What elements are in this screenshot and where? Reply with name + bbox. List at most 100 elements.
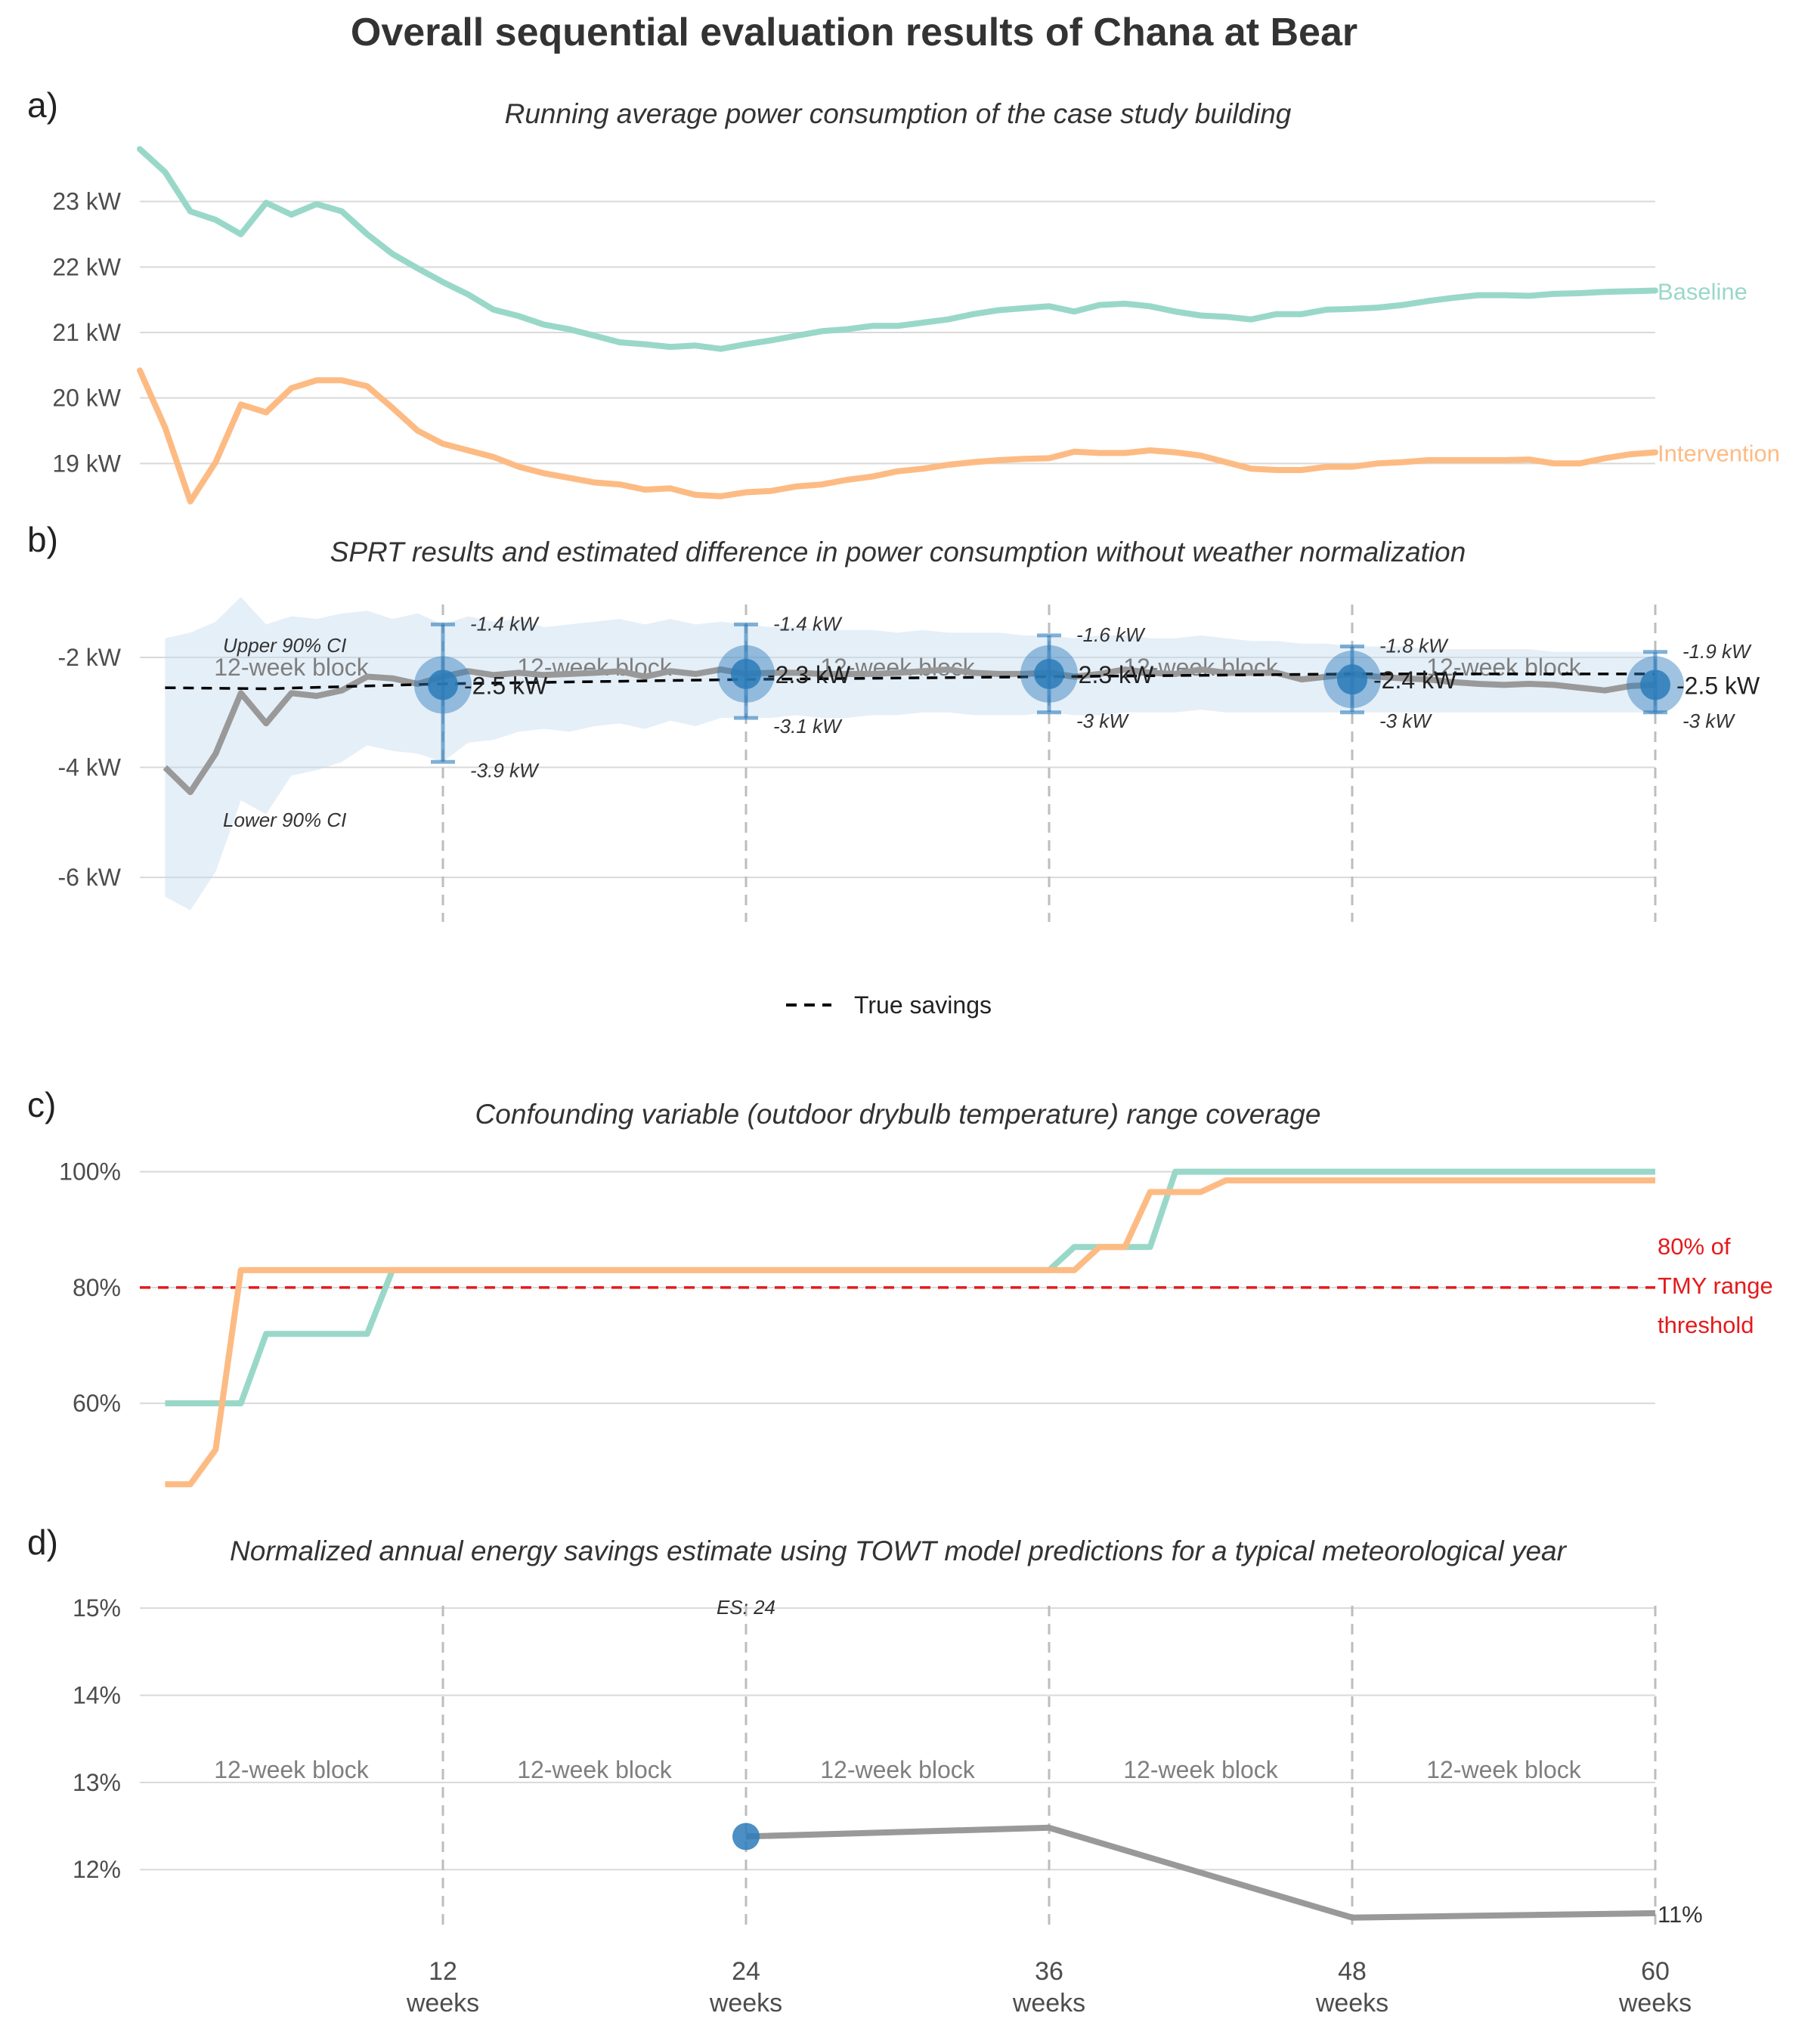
panel-b-label: b)	[27, 520, 58, 559]
checkpoint-estimate-label: -2.4 kW	[1373, 666, 1457, 694]
checkpoint-lower-label: -3.9 kW	[470, 759, 540, 781]
checkpoint-point	[1337, 664, 1367, 695]
checkpoint-lower-label: -3.1 kW	[773, 715, 843, 738]
checkpoint-upper-label: -1.6 kW	[1076, 623, 1146, 646]
checkpoint-estimate-label: -2.3 kW	[1070, 661, 1154, 688]
block-label: 12-week block	[214, 654, 370, 681]
checkpoint-upper-label: -1.8 kW	[1379, 634, 1449, 657]
panel-b-title: SPRT results and estimated difference in…	[330, 537, 1466, 567]
threshold-label: threshold	[1658, 1312, 1754, 1338]
panel-b: b) SPRT results and estimated difference…	[27, 520, 1760, 1019]
threshold-label: TMY range	[1658, 1272, 1773, 1299]
checkpoint-point	[731, 658, 761, 689]
panel-d-grid	[140, 1607, 1655, 1871]
panel-c-label: c)	[27, 1085, 56, 1124]
block-label: 12-week block	[214, 1756, 370, 1783]
panel-d-y-ticks: 12% 13% 14% 15%	[73, 1594, 121, 1883]
checkpoint-upper-label: -1.9 kW	[1682, 640, 1752, 663]
panel-a-title: Running average power consumption of the…	[505, 98, 1292, 129]
checkpoint-lower-label: -3 kW	[1076, 710, 1129, 732]
legend: True savings	[786, 991, 992, 1019]
checkpoint-upper-label: -1.4 kW	[773, 612, 843, 635]
panel-a-series-labels: Baseline Intervention	[1658, 279, 1780, 467]
estimate-line	[163, 666, 1656, 796]
panel-d-block-labels: 12-week block 12-week block 12-week block 1…	[214, 1756, 1582, 1783]
panel-a-y-ticks: 19 kW 20 kW 21 kW 22 kW 23 kW	[52, 188, 121, 478]
panel-d-series: ES: 24 11%	[717, 1596, 1703, 1928]
checkpoint-point	[1034, 658, 1064, 689]
panel-c-threshold: 80% of TMY range threshold	[140, 1233, 1773, 1338]
panel-a-y-tick-label: 20 kW	[52, 385, 121, 412]
checkpoint-point	[428, 669, 458, 700]
panel-b-y-tick-label: -2 kW	[57, 644, 121, 671]
x-tick-unit: weeks	[1012, 1989, 1085, 2018]
panel-a-label: a)	[27, 85, 58, 125]
panel-d: d) Normalized annual energy savings esti…	[27, 1523, 1703, 2018]
baseline-series-label: Baseline	[1658, 279, 1747, 305]
figure-title: Overall sequential evaluation results of…	[351, 11, 1357, 54]
lower-ci-label: Lower 90% CI	[223, 809, 346, 831]
panel-c: c) Confounding variable (outdoor drybulb…	[27, 1085, 1773, 1488]
panel-c-title: Confounding variable (outdoor drybulb te…	[475, 1099, 1321, 1130]
intervention-power-line	[137, 367, 1658, 505]
panel-a-y-tick-label: 23 kW	[52, 188, 121, 215]
x-tick-unit: weeks	[1618, 1989, 1692, 2018]
panel-a-y-tick-label: 19 kW	[52, 450, 121, 477]
panel-a-y-tick-label: 22 kW	[52, 253, 121, 280]
panel-a-y-tick-label: 21 kW	[52, 319, 121, 346]
panel-d-y-tick-label: 12%	[73, 1856, 121, 1883]
panel-b-y-tick-label: -4 kW	[57, 754, 121, 781]
x-tick-value: 48	[1338, 1957, 1367, 1986]
checkpoint-lower-label: -3 kW	[1379, 710, 1432, 732]
panel-d-y-tick-label: 14%	[73, 1681, 121, 1708]
checkpoint-lower-label: -3 kW	[1682, 710, 1735, 732]
panel-d-y-tick-label: 13%	[73, 1769, 121, 1796]
early-stop-annotation: ES: 24	[717, 1596, 775, 1619]
panel-c-y-tick-label: 80%	[73, 1274, 121, 1301]
end-value-label: 11%	[1658, 1901, 1703, 1928]
panel-b-y-ticks: -6 kW -4 kW -2 kW	[57, 644, 121, 891]
panel-c-y-tick-label: 100%	[59, 1158, 121, 1186]
upper-ci-label: Upper 90% CI	[223, 634, 346, 657]
legend-true-savings-label: True savings	[854, 991, 992, 1019]
x-tick-unit: weeks	[1315, 1989, 1388, 2018]
x-tick-value: 12	[429, 1957, 457, 1986]
panel-b-grid	[140, 657, 1655, 879]
checkpoint-point	[1640, 669, 1670, 700]
block-label: 12-week block	[517, 1756, 673, 1783]
x-tick-value: 36	[1035, 1957, 1063, 1986]
checkpoint-upper-label: -1.4 kW	[470, 612, 540, 635]
savings-line	[745, 1824, 1656, 1921]
panel-d-y-tick-label: 15%	[73, 1594, 121, 1622]
intervention-coverage-line	[165, 1177, 1655, 1488]
block-label: 12-week block	[1426, 654, 1582, 681]
checkpoint-estimate-label: -2.5 kW	[464, 672, 548, 699]
panel-a-series	[137, 146, 1658, 505]
panel-a: a) Running average power consumption of …	[27, 85, 1780, 505]
panel-d-title: Normalized annual energy savings estimat…	[230, 1535, 1568, 1566]
early-stop-point	[732, 1823, 760, 1851]
intervention-series-label: Intervention	[1658, 441, 1780, 467]
panel-c-y-ticks: 60% 80% 100%	[59, 1158, 121, 1417]
panel-b-checkpoints: -2.5 kW -1.4 kW -3.9 kW -2.3 kW -1.4 kW -3.1 …	[414, 612, 1760, 781]
block-label: 12-week block	[1426, 1756, 1582, 1783]
panel-b-y-tick-label: -6 kW	[57, 864, 121, 891]
block-label: 12-week block	[1123, 1756, 1279, 1783]
panel-a-grid	[140, 200, 1655, 465]
panel-c-y-tick-label: 60%	[73, 1390, 121, 1417]
threshold-label: 80% of	[1658, 1233, 1731, 1260]
baseline-power-line	[137, 146, 1658, 352]
x-tick-unit: weeks	[406, 1989, 479, 2018]
checkpoint-estimate-label: -2.3 kW	[767, 661, 851, 688]
x-axis-ticks: 12 weeks 24 weeks 36 weeks 48 weeks 60 weeks	[406, 1957, 1692, 2018]
panel-b-block-lines	[441, 605, 1657, 922]
block-label: 12-week block	[820, 1756, 976, 1783]
panel-c-series	[165, 1168, 1655, 1488]
x-tick-unit: weeks	[709, 1989, 782, 2018]
checkpoint-estimate-label: -2.5 kW	[1676, 672, 1760, 699]
x-tick-value: 24	[732, 1957, 760, 1986]
panel-d-label: d)	[27, 1523, 58, 1562]
x-tick-value: 60	[1641, 1957, 1670, 1986]
